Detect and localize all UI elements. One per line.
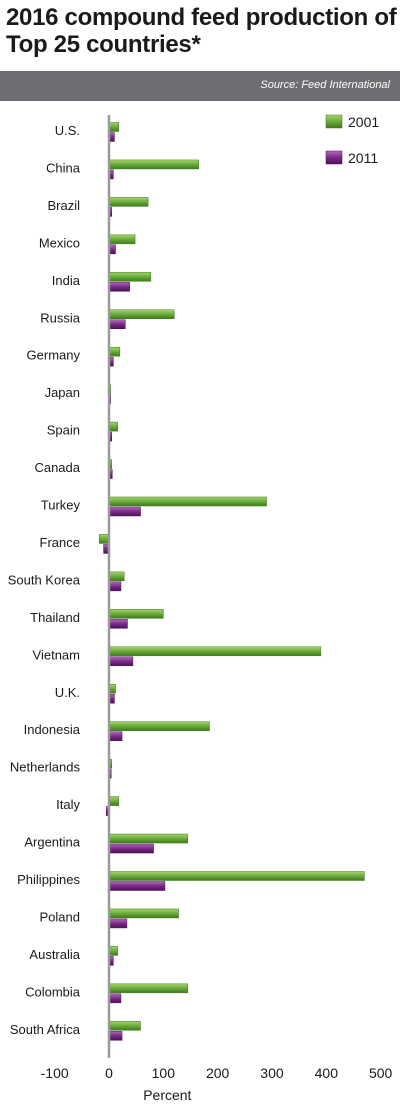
category-label: Brazil [47, 198, 80, 213]
category-label: Russia [40, 310, 81, 325]
category-label: Indonesia [24, 722, 81, 737]
category-label: Germany [27, 348, 81, 363]
legend-swatch-2011 [325, 150, 343, 165]
bar-2001-spain [108, 421, 118, 432]
bar-2001-south-korea [108, 571, 125, 582]
bar-2001-indonesia [108, 721, 210, 731]
category-label: U.K. [55, 685, 80, 700]
bars-layer [98, 122, 365, 1041]
bar-2001-colombia [108, 983, 189, 994]
bar-2001-china [108, 159, 199, 170]
bar-2011-south-africa [108, 1031, 123, 1041]
category-label: France [40, 535, 80, 550]
bar-2001-brazil [108, 197, 149, 207]
category-label: Argentina [24, 835, 80, 850]
x-axis: -100 0 100 200 300 400 500 Percent [41, 115, 393, 1103]
bar-2011-vietnam [108, 656, 134, 667]
category-label: South Korea [8, 572, 81, 587]
x-tick-label: -100 [41, 1065, 69, 1081]
x-tick-label: 500 [369, 1065, 393, 1081]
chart-title: 2016 compound feed production of Top 25 … [6, 4, 397, 58]
source-bar: Source: Feed International [0, 71, 400, 101]
x-tick-label: 0 [105, 1065, 113, 1081]
bar-2001-turkey [108, 496, 267, 507]
x-tick-label: 200 [206, 1065, 230, 1081]
bar-2001-philippines [108, 871, 365, 881]
category-label: Italy [56, 797, 80, 812]
bar-2011-argentina [108, 843, 154, 854]
bar-2011-russia [108, 319, 126, 329]
bar-2001-mexico [108, 234, 136, 245]
category-label: Vietnam [33, 647, 80, 662]
bar-2001-australia [108, 946, 118, 956]
bar-2011-philippines [108, 881, 166, 891]
bar-2001-south-africa [108, 1021, 141, 1031]
bar-2001-germany [108, 346, 121, 357]
category-label: Turkey [41, 498, 81, 513]
bar-2001-thailand [108, 609, 164, 619]
category-label: Poland [40, 909, 80, 924]
bar-2001-argentina [108, 833, 189, 844]
bar-2001-u-s- [108, 122, 120, 132]
bar-2001-india [108, 272, 152, 282]
bar-2001-vietnam [108, 646, 322, 657]
category-label: Philippines [17, 872, 80, 887]
category-label: Netherlands [10, 760, 81, 775]
category-label: India [52, 273, 81, 288]
bar-2011-colombia [108, 993, 122, 1004]
bar-2001-france [98, 534, 110, 544]
legend-label-2001: 2001 [348, 114, 379, 130]
category-label: China [46, 160, 81, 175]
x-tick-label: 100 [152, 1065, 176, 1081]
source-text: Source: Feed International [260, 79, 390, 91]
x-tick-label: 400 [315, 1065, 339, 1081]
x-tick-label: 300 [260, 1065, 284, 1081]
bar-2011-indonesia [108, 731, 123, 741]
bar-2001-poland [108, 908, 179, 919]
legend-swatch-2001 [325, 114, 343, 129]
category-label: Mexico [39, 235, 80, 250]
category-label: U.S. [55, 123, 80, 138]
legend-label-2011: 2011 [348, 150, 378, 166]
category-label: Canada [34, 460, 80, 475]
bar-2011-india [108, 282, 130, 292]
legend: 2001 2011 [325, 114, 379, 166]
category-label: Thailand [30, 610, 80, 625]
bar-2011-thailand [108, 619, 128, 629]
category-label: South Africa [10, 1022, 81, 1037]
bar-2001-italy [108, 796, 120, 806]
bar-2011-south-korea [108, 581, 122, 592]
category-label: Spain [47, 423, 80, 438]
bar-2011-turkey [108, 506, 141, 517]
x-axis-title: Percent [143, 1087, 191, 1103]
bar-2001-russia [108, 309, 175, 319]
bar-2011-poland [108, 918, 128, 929]
category-label: Japan [45, 385, 80, 400]
category-labels: U.S. China Brazil Mexico India Russia Germany J… [8, 123, 81, 1037]
category-label: Colombia [25, 984, 81, 999]
category-label: Australia [29, 947, 80, 962]
